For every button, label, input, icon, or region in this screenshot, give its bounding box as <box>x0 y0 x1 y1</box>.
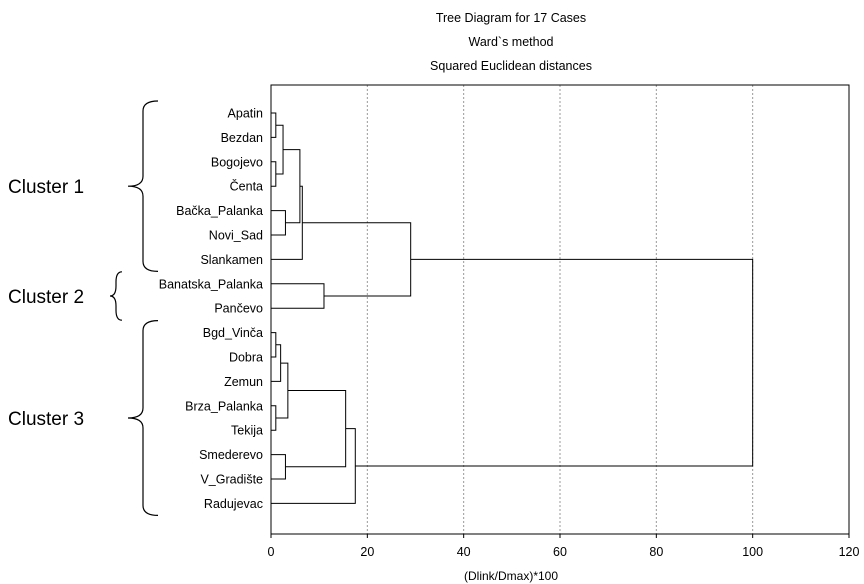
leaf-label: Novi_Sad <box>209 229 263 243</box>
leaf-label: Tekija <box>231 424 263 438</box>
dendrogram-link <box>271 283 325 309</box>
dendrogram-link <box>271 185 303 260</box>
leaf-label: Apatin <box>228 107 263 121</box>
leaf-label: Brza_Palanka <box>185 399 263 413</box>
dendrogram-link <box>285 390 347 468</box>
cluster-label: Cluster 3 <box>8 409 84 430</box>
leaf-label: Dobra <box>229 351 263 365</box>
cluster-label: Cluster 2 <box>8 287 84 308</box>
dendrogram-link <box>302 222 412 297</box>
dendrogram-link <box>271 210 286 236</box>
dendrogram-link <box>271 344 282 382</box>
x-tick-label: 120 <box>839 545 860 559</box>
x-tick-label: 20 <box>360 545 374 559</box>
x-tick-label: 40 <box>457 545 471 559</box>
x-tick-label: 100 <box>742 545 763 559</box>
dendrogram-link <box>275 362 289 419</box>
dendrogram-link <box>271 454 286 480</box>
dendrogram-link <box>355 258 754 467</box>
leaf-label: Bgd_Vinča <box>203 326 263 340</box>
chart-title-line-1: Tree Diagram for 17 Cases <box>436 11 586 25</box>
cluster-annotations: Cluster 1 Cluster 2 Cluster 3 <box>8 100 159 516</box>
leaf-label: Bogojevo <box>211 155 263 169</box>
chart-title-line-3: Squared Euclidean distances <box>430 59 592 73</box>
leaf-label: Radujevac <box>204 497 263 511</box>
leaf-labels: Apatin Bezdan Bogojevo Čenta Bačka_Palanka No… <box>159 107 263 511</box>
leaf-label: Bačka_Palanka <box>176 204 263 218</box>
cluster-brace <box>127 100 159 272</box>
leaf-label: Banatska_Palanka <box>159 277 263 291</box>
leaf-label: V_Gradište <box>200 473 263 487</box>
grid-lines <box>366 85 754 534</box>
cluster-brace <box>109 271 123 321</box>
x-tick-label: 60 <box>553 545 567 559</box>
chart-title-line-2: Ward`s method <box>469 35 554 49</box>
leaf-label: Bezdan <box>221 131 263 145</box>
dendrogram-link <box>275 124 284 175</box>
cluster-label: Cluster 1 <box>8 177 84 198</box>
dendrogram-link <box>271 112 277 138</box>
leaf-label: Smederevo <box>199 448 263 462</box>
dendrogram-link <box>271 428 356 504</box>
dendrogram-link <box>271 405 277 431</box>
leaf-label: Čenta <box>230 179 263 194</box>
x-tick-label: 0 <box>268 545 275 559</box>
dendrogram-links <box>271 112 754 504</box>
leaf-label: Pančevo <box>214 302 263 316</box>
x-axis-ticks: 0 20 40 60 80 100 120 <box>268 534 860 559</box>
leaf-label: Zemun <box>224 375 263 389</box>
x-tick-label: 80 <box>649 545 663 559</box>
leaf-label: Slankamen <box>200 253 263 267</box>
x-axis-label: (Dlink/Dmax)*100 <box>464 569 558 583</box>
dendrogram-link <box>271 332 277 358</box>
dendrogram-link <box>271 161 277 187</box>
cluster-brace <box>127 320 159 516</box>
